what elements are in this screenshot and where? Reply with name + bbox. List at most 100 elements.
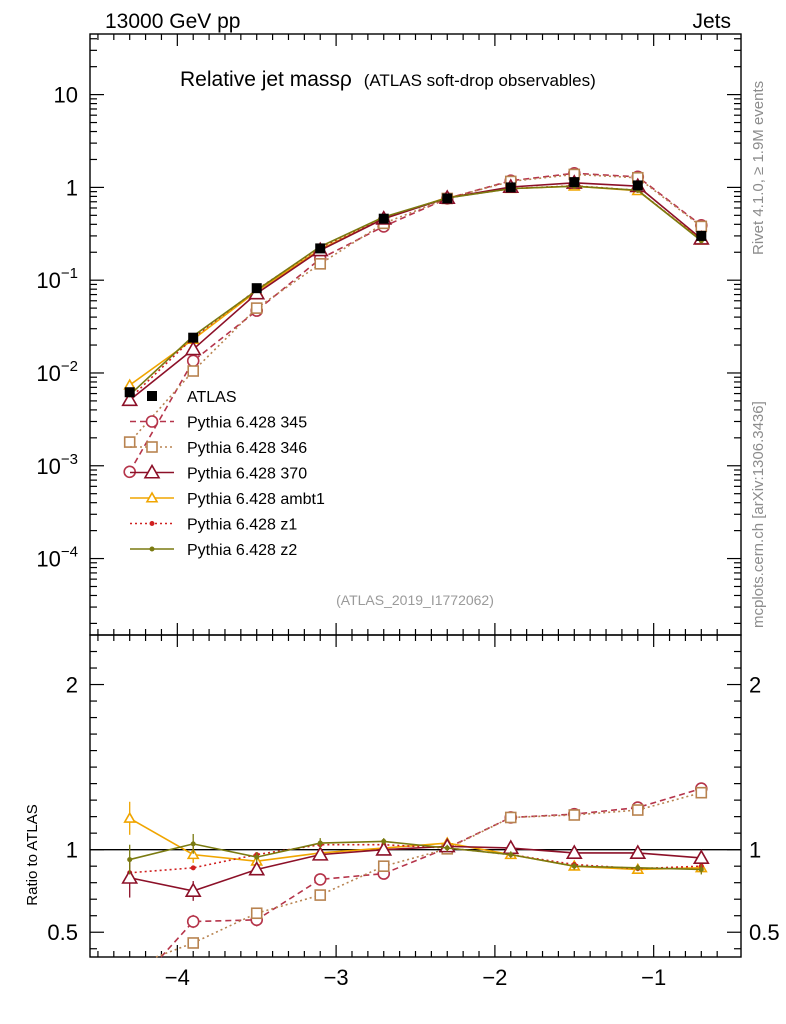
legend-marker-data [147,391,157,401]
ratio-point-z2 [444,845,450,851]
ratio-line-z1 [129,843,702,874]
legend-marker-z1 [149,521,155,526]
ratio-point-z2 [508,852,514,858]
ratio-point-p370 [375,841,393,856]
ratio-line-ambt1 [129,817,702,871]
ratio-point-p370 [121,869,139,884]
main-point-p346 [314,258,327,270]
legend-marker-ambt1 [145,491,159,503]
main-point-p370 [121,391,139,407]
main-line-ambt1 [129,185,702,386]
ratio-point-z2 [698,866,704,872]
legend-label: Pythia 6.428 346 [187,440,307,457]
ratio-point-z2 [190,841,196,847]
ratio-point-p346 [377,860,390,872]
ratio-y-tick-label: 0.5 [47,920,78,945]
main-point-data [632,180,643,191]
header-right: Jets [692,10,731,33]
main-point-data [505,182,516,193]
x-tick-label: −3 [324,965,349,990]
ratio-point-ambt1 [186,848,200,860]
legend-label: Pythia 6.428 z2 [187,542,297,559]
ratio-plot-frame [89,634,742,958]
main-line-p370 [129,182,702,401]
ratio-line-p345 [160,787,702,958]
legend-marker-p370 [143,463,161,479]
ratio-line-p370 [129,845,702,892]
ratio-point-p346 [631,804,644,816]
plot-title: Relative jet massρ (ATLAS soft-drop obse… [180,68,596,91]
ratio-point-p346 [250,907,263,920]
x-tick-label: −4 [165,965,190,990]
legend-label: Pythia 6.428 345 [187,415,307,432]
rivet-label: Rivet 4.1.0, ≥ 1.9M events [750,81,767,255]
ratio-y-tick-label-right: 1 [749,838,761,863]
ratio-y-tick-label: 1 [66,838,78,863]
main-y-tick-label: 1 [66,175,78,200]
main-y-tick-label: 10−3 [36,451,78,479]
main-point-p346 [123,436,136,448]
ratio-point-p370 [184,882,202,897]
ratio-point-z2 [317,840,323,846]
legend-marker-p345 [145,415,159,428]
analysis-label: (ATLAS_2019_I1772062) [336,592,494,608]
main-point-data [315,243,326,254]
legend-label: Pythia 6.428 ambt1 [187,491,325,508]
mcplots-label: mcplots.cern.ch [arXiv:1306.3436] [750,401,767,628]
ratio-point-z1 [190,865,196,871]
ratio-point-p346 [568,809,581,821]
ratio-y-tick-label-right: 2 [749,673,761,698]
main-y-tick-label: 10 [54,83,78,108]
legend-marker-p346 [146,441,158,453]
ratio-point-p346 [187,937,200,949]
main-point-data [569,177,580,188]
axes-group: −4 −3 −2 −1 10−4 10−3 10−2 10−1 1 10 0.5 0.5 1 1 2 2 [36,34,780,990]
main-series-group [121,166,710,479]
ratio-point-p346 [504,811,517,824]
ratio-point-ambt1 [123,811,137,823]
plot-title-main: Relative jet massρ [180,68,352,91]
ratio-line-p346 [155,791,702,958]
ratio-point-z2 [381,838,387,844]
ratio-point-p370 [692,849,710,864]
legend-label: Pythia 6.428 z1 [187,517,297,534]
legend-label: Pythia 6.428 370 [187,466,307,483]
legend-label: ATLAS [187,389,237,406]
ratio-point-p345 [313,873,327,886]
ratio-point-p370 [565,844,583,860]
ratio-y-tick-label-right: 0.5 [749,920,780,945]
plot-title-sub: (ATLAS soft-drop observables) [364,71,596,90]
x-tick-label: −1 [641,965,666,990]
ratio-point-z2 [571,863,577,869]
legend: ATLAS Pythia 6.428 345 Pythia 6.428 346 Pyt… [130,389,325,559]
main-y-tick-label: 10−1 [36,265,78,293]
main-line-z1 [129,185,702,400]
main-point-p346 [250,302,263,314]
ratio-series-group [121,782,710,958]
main-point-p346 [187,365,200,377]
main-line-p345 [129,172,702,473]
main-point-data [188,332,199,343]
main-point-data [696,230,707,241]
ratio-line-z2 [129,840,702,871]
main-y-tick-label: 10−2 [36,358,78,386]
main-point-p345 [186,354,200,368]
main-line-z2 [129,185,702,396]
ratio-point-p370 [629,844,647,860]
main-y-tick-label: 10−4 [36,544,78,572]
main-point-data [442,193,453,204]
ratio-point-p346 [695,786,708,799]
ratio-point-z2 [254,854,260,860]
ratio-point-p370 [248,860,266,876]
main-point-data [378,213,389,224]
main-point-p370 [184,340,202,356]
main-point-data [251,283,262,294]
legend-marker-z2 [149,546,155,552]
main-point-p346 [695,220,708,233]
header-left: 13000 GeV pp [105,10,240,33]
ratio-point-z2 [635,865,641,871]
ratio-point-p370 [311,846,329,861]
ratio-point-p346 [314,889,327,901]
ratio-point-p345 [186,915,200,928]
